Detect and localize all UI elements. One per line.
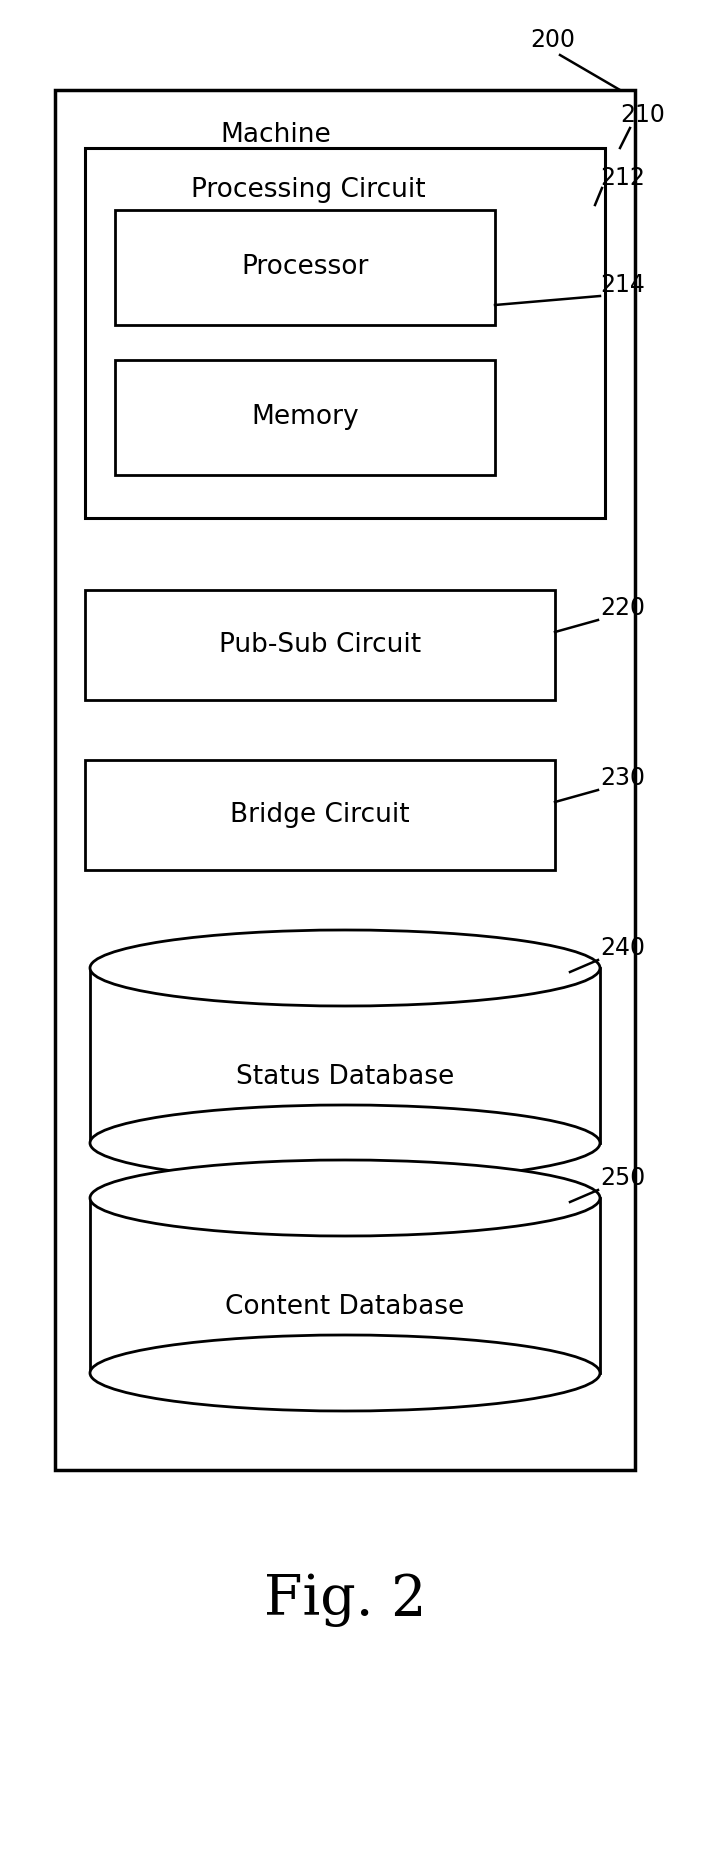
Bar: [115, 360, 495, 475]
Text: Bridge Circuit: Bridge Circuit: [230, 802, 410, 828]
Text: Pub-Sub Circuit: Pub-Sub Circuit: [219, 632, 421, 658]
Bar: [85, 761, 555, 870]
Text: 212: 212: [600, 166, 645, 190]
Ellipse shape: [90, 1335, 600, 1411]
Bar: [90, 1199, 600, 1374]
Text: Status Database: Status Database: [236, 1064, 454, 1089]
Text: 230: 230: [600, 766, 645, 790]
Text: 200: 200: [530, 28, 575, 52]
Bar: [55, 89, 635, 1471]
Bar: [85, 147, 605, 518]
Text: 214: 214: [600, 272, 645, 296]
Text: Fig. 2: Fig. 2: [264, 1573, 426, 1627]
Bar: [115, 211, 495, 324]
Text: Content Database: Content Database: [225, 1294, 465, 1320]
Text: Memory: Memory: [251, 404, 359, 431]
Bar: [90, 967, 600, 1143]
Text: Processor: Processor: [241, 255, 368, 280]
Ellipse shape: [90, 1105, 600, 1182]
Text: 220: 220: [600, 596, 645, 621]
Text: Machine: Machine: [220, 121, 331, 147]
Ellipse shape: [90, 930, 600, 1007]
Text: 250: 250: [600, 1167, 645, 1189]
Text: Processing Circuit: Processing Circuit: [191, 177, 426, 203]
Ellipse shape: [90, 1159, 600, 1236]
Text: 210: 210: [620, 103, 665, 127]
Text: 240: 240: [600, 936, 645, 960]
Bar: [85, 591, 555, 701]
